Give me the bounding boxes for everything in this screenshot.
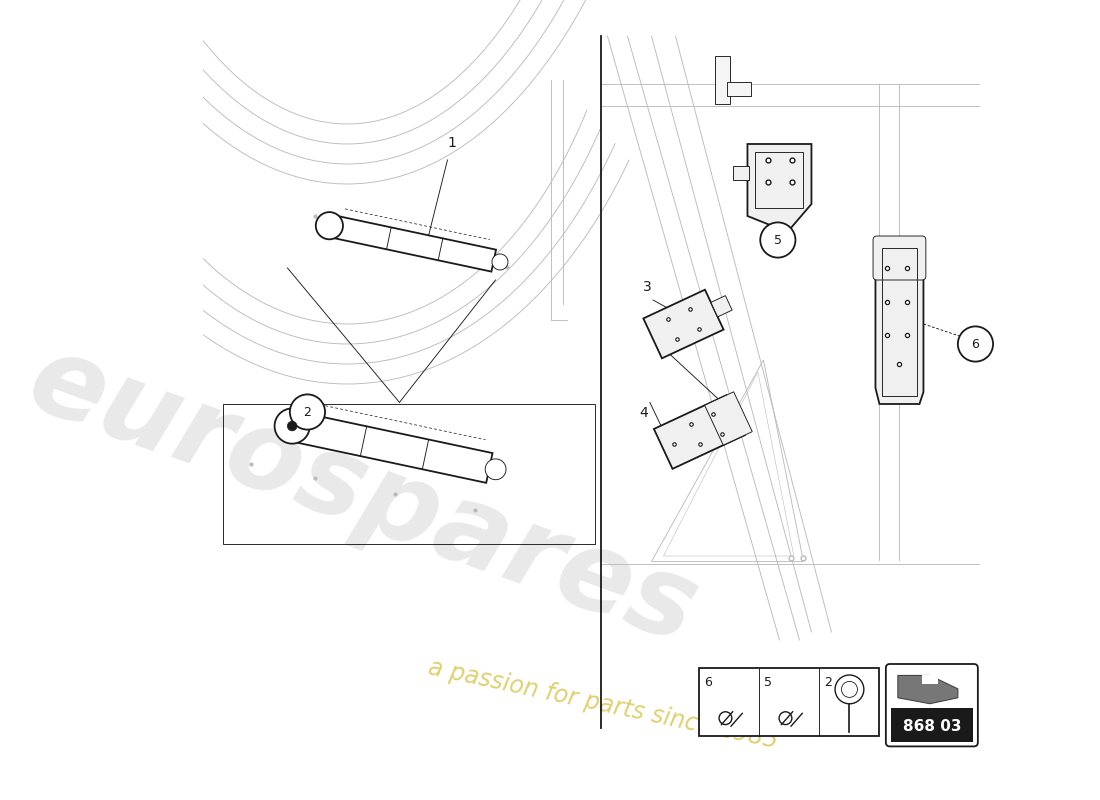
Text: a passion for parts since 1985: a passion for parts since 1985 <box>427 655 781 753</box>
Text: 6: 6 <box>971 338 979 350</box>
Bar <box>891 708 974 742</box>
Bar <box>733 166 749 180</box>
Circle shape <box>760 222 795 258</box>
Bar <box>223 404 595 544</box>
Circle shape <box>275 409 310 444</box>
Circle shape <box>290 394 326 430</box>
FancyBboxPatch shape <box>873 236 926 280</box>
Text: 5: 5 <box>774 234 782 246</box>
Circle shape <box>316 212 343 239</box>
Circle shape <box>779 712 792 725</box>
Polygon shape <box>922 675 938 684</box>
Polygon shape <box>653 395 745 469</box>
Bar <box>700 668 880 736</box>
Polygon shape <box>711 296 733 317</box>
Circle shape <box>287 422 297 431</box>
Text: 3: 3 <box>644 280 652 294</box>
FancyBboxPatch shape <box>886 664 978 746</box>
Polygon shape <box>298 413 493 483</box>
Text: 868 03: 868 03 <box>903 718 961 734</box>
Polygon shape <box>644 290 724 358</box>
Text: 1: 1 <box>447 136 455 150</box>
Text: 2: 2 <box>304 406 311 418</box>
Text: 5: 5 <box>764 676 772 689</box>
Text: 2: 2 <box>824 676 832 689</box>
Polygon shape <box>334 217 496 271</box>
Text: 6: 6 <box>704 676 712 689</box>
Circle shape <box>958 326 993 362</box>
Polygon shape <box>876 240 924 404</box>
Polygon shape <box>705 392 752 445</box>
Bar <box>727 82 751 96</box>
Circle shape <box>492 254 508 270</box>
Circle shape <box>719 712 732 725</box>
Bar <box>715 56 730 104</box>
Polygon shape <box>748 144 812 232</box>
Polygon shape <box>898 675 958 704</box>
Circle shape <box>485 459 506 480</box>
Bar <box>882 248 917 396</box>
Bar <box>756 152 803 208</box>
Circle shape <box>835 675 864 704</box>
Text: 4: 4 <box>639 406 648 419</box>
Text: eurospares: eurospares <box>15 326 712 666</box>
